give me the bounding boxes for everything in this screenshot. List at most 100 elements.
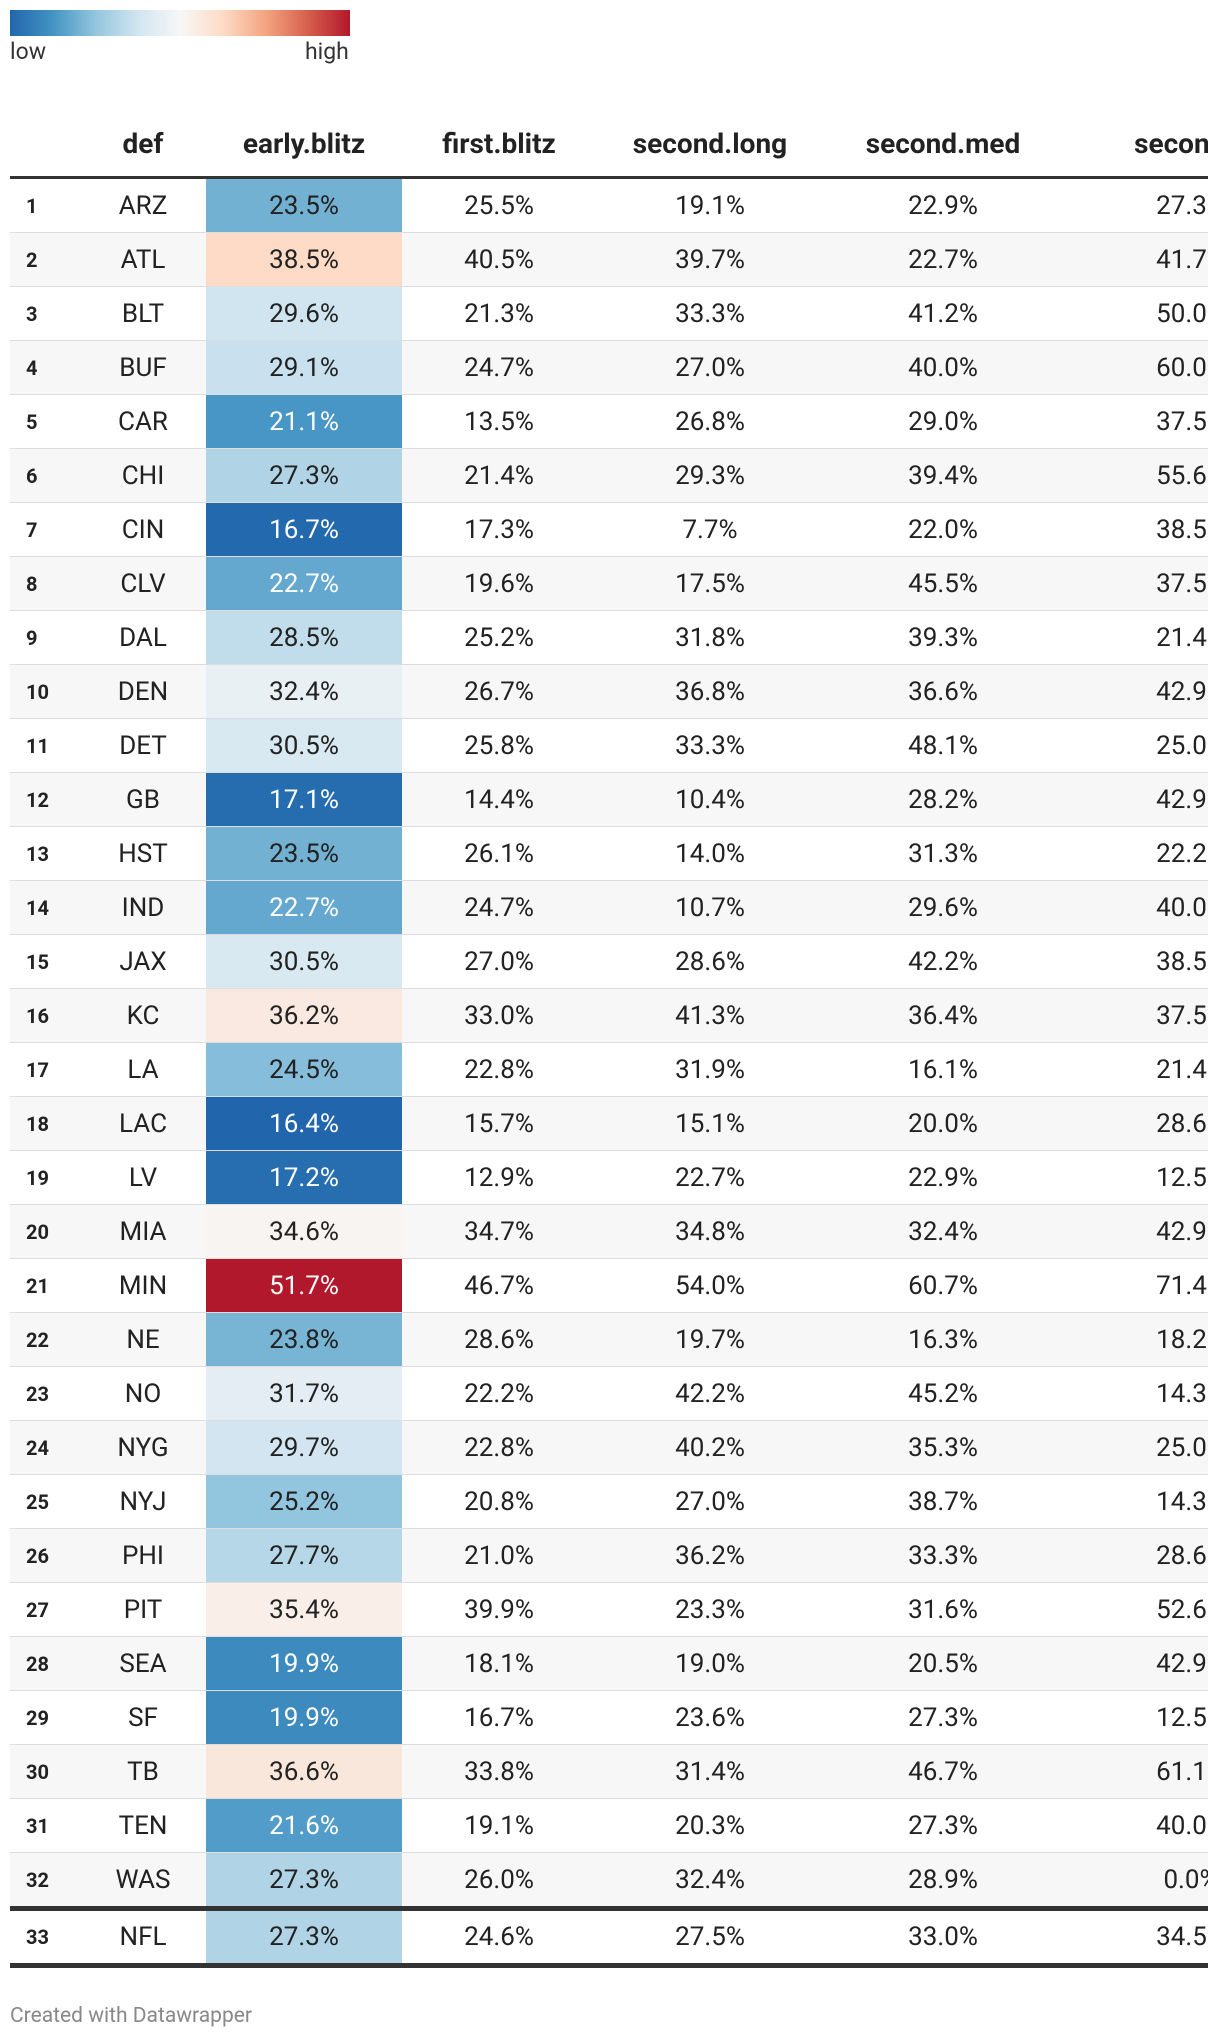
table-cell: 30.5% [206, 934, 402, 989]
rank-cell: 8 [10, 556, 80, 611]
table-cell: TEN [80, 1798, 206, 1853]
table-cell: 26.1% [402, 826, 596, 881]
table-cell: 32.4% [596, 1852, 824, 1909]
table-cell: 54.0% [596, 1258, 824, 1313]
rank-cell: 11 [10, 718, 80, 773]
table-cell: 34.5% [1062, 1906, 1208, 1968]
table-cell: 36.6% [824, 664, 1062, 719]
table-cell: 46.7% [402, 1258, 596, 1313]
table-cell: 27.7% [206, 1528, 402, 1583]
table-cell: 31.3% [824, 826, 1062, 881]
table-cell: 25.2% [402, 610, 596, 665]
table-cell: 28.2% [824, 772, 1062, 827]
table-cell: 27.3% [1062, 177, 1208, 233]
table-cell: 71.4% [1062, 1258, 1208, 1313]
rank-cell: 25 [10, 1474, 80, 1529]
header-cell: def [80, 110, 206, 179]
table-cell: 33.8% [402, 1744, 596, 1799]
table-cell: 41.2% [824, 286, 1062, 341]
table-cell: NYG [80, 1420, 206, 1475]
table-cell: 37.5% [1062, 988, 1208, 1043]
table-cell: 14.4% [402, 772, 596, 827]
table-cell: 12.5% [1062, 1150, 1208, 1205]
rank-cell: 5 [10, 394, 80, 449]
table-cell: 23.6% [596, 1690, 824, 1745]
table-cell: 25.8% [402, 718, 596, 773]
table-cell: 0.0% [1062, 1852, 1208, 1909]
table-cell: 27.3% [824, 1798, 1062, 1853]
header-cell: second.long [596, 110, 824, 179]
rank-cell: 13 [10, 826, 80, 881]
table-cell: 24.7% [402, 880, 596, 935]
table-cell: 40.0% [1062, 1798, 1208, 1853]
table-cell: 27.0% [402, 934, 596, 989]
table-cell: 22.9% [824, 177, 1062, 233]
table-cell: 45.2% [824, 1366, 1062, 1421]
table-cell: 16.4% [206, 1096, 402, 1151]
rank-cell: 30 [10, 1744, 80, 1799]
table-cell: 24.7% [402, 340, 596, 395]
table-cell: 33.0% [402, 988, 596, 1043]
header-cell: second.med [824, 110, 1062, 179]
table-cell: 38.5% [1062, 502, 1208, 557]
table-cell: JAX [80, 934, 206, 989]
rank-cell: 6 [10, 448, 80, 503]
table-cell: 20.3% [596, 1798, 824, 1853]
table-cell: BUF [80, 340, 206, 395]
table-cell: 24.5% [206, 1042, 402, 1097]
table-cell: 22.2% [402, 1366, 596, 1421]
table-cell: 40.2% [596, 1420, 824, 1475]
table-cell: 42.9% [1062, 1636, 1208, 1691]
data-table: def early.blitz first.blitz second.long seco… [10, 110, 1208, 1968]
table-cell: CIN [80, 502, 206, 557]
rank-cell: 23 [10, 1366, 80, 1421]
table-cell: 17.1% [206, 772, 402, 827]
table-cell: 46.7% [824, 1744, 1062, 1799]
table-cell: 17.2% [206, 1150, 402, 1205]
rank-cell: 32 [10, 1852, 80, 1909]
table-cell: 19.1% [596, 177, 824, 233]
table-cell: 27.0% [596, 340, 824, 395]
table-cell: 23.5% [206, 826, 402, 881]
table-cell: 22.2% [1062, 826, 1208, 881]
table-cell: 32.4% [206, 664, 402, 719]
footer: Created with Datawrapper [10, 2004, 252, 2028]
table-cell: 28.6% [1062, 1528, 1208, 1583]
table-cell: 29.6% [206, 286, 402, 341]
table-cell: 33.3% [596, 718, 824, 773]
header-cell: first.blitz [402, 110, 596, 179]
table-cell: 61.1% [1062, 1744, 1208, 1799]
table-cell: NE [80, 1312, 206, 1367]
table-cell: 60.0% [1062, 340, 1208, 395]
table-cell: 13.5% [402, 394, 596, 449]
table-cell: 14.3% [1062, 1474, 1208, 1529]
rank-cell: 9 [10, 610, 80, 665]
table-cell: 21.3% [402, 286, 596, 341]
table-cell: 26.8% [596, 394, 824, 449]
table-cell: 22.8% [402, 1042, 596, 1097]
table-cell: 19.1% [402, 1798, 596, 1853]
table-cell: 19.9% [206, 1636, 402, 1691]
table-cell: 27.0% [596, 1474, 824, 1529]
table-cell: 10.4% [596, 772, 824, 827]
table-cell: LA [80, 1042, 206, 1097]
table-cell: 20.0% [824, 1096, 1062, 1151]
table-cell: 21.4% [1062, 610, 1208, 665]
table-cell: 23.8% [206, 1312, 402, 1367]
